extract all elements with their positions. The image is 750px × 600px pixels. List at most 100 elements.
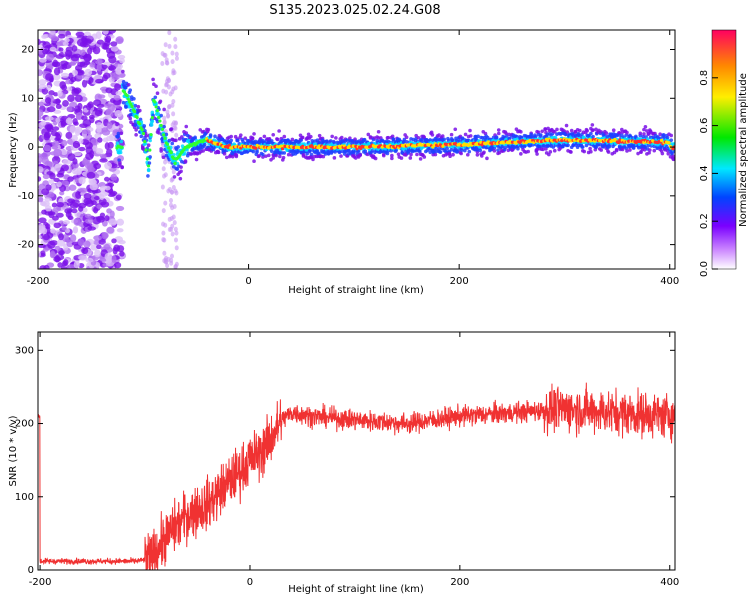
heatmap-cell: [51, 145, 59, 150]
heatmap-cell: [526, 149, 531, 154]
heatmap-cell: [128, 88, 133, 92]
heatmap-cell: [134, 128, 138, 132]
heatmap-cell: [83, 240, 91, 249]
snr-y-tick-label: 0: [28, 565, 34, 576]
heatmap-cell: [44, 97, 52, 104]
heatmap-cell: [161, 230, 166, 236]
heatmap-cell: [496, 128, 501, 132]
heatmap-cell: [78, 138, 84, 145]
heatmap-cell: [161, 208, 166, 214]
heatmap-cell: [51, 202, 57, 208]
heatmap-cell: [115, 122, 119, 127]
heatmap-cell: [165, 142, 170, 147]
heatmap-cell: [42, 48, 49, 55]
heatmap-cell: [636, 145, 641, 150]
heatmap-cell: [321, 154, 326, 159]
heatmap-cell: [138, 122, 142, 126]
heatmap-cell: [111, 75, 120, 81]
heatmap-cell: [282, 151, 287, 155]
heatmap-cell: [170, 122, 175, 128]
snr-y-tick-label: 300: [15, 345, 34, 356]
heatmap-cell: [606, 150, 611, 154]
chart-title: S135.2023.025.02.24.G08: [269, 3, 440, 18]
snr-x-tick-label: 200: [450, 577, 469, 588]
heatmap-cell: [251, 149, 256, 154]
heatmap-cell: [61, 225, 67, 231]
heatmap-cell: [409, 152, 413, 157]
heatmap-cell: [148, 155, 152, 159]
heatmap-cell: [38, 38, 41, 46]
heatmap-cell: [77, 238, 85, 247]
heatmap-cell: [101, 129, 111, 136]
heatmap-cell: [166, 84, 171, 90]
heatmap-cell: [301, 152, 306, 157]
heatmap-cell: [416, 135, 421, 140]
heatmap-cell: [326, 151, 331, 156]
heatmap-cell: [75, 190, 82, 199]
heatmap-cell: [175, 167, 180, 171]
heatmap-cell: [547, 152, 551, 157]
heatmap-cell: [129, 102, 133, 106]
heatmap-cell: [337, 150, 342, 154]
heatmap-cell: [182, 151, 187, 156]
heatmap-cell: [43, 131, 52, 139]
heatmap-cell: [68, 184, 77, 191]
colorbar-label: Normalized spectral amplitude: [738, 73, 749, 227]
heatmap-cell: [652, 148, 657, 153]
heatmap-cell: [38, 155, 43, 164]
heatmap-cell: [636, 151, 640, 156]
heatmap-cell: [169, 127, 174, 131]
heatmap-cell: [162, 115, 167, 121]
heatmap-cell: [50, 35, 60, 42]
heatmap-cell: [390, 156, 394, 161]
heatmap-cell: [46, 106, 56, 113]
heatmap-cell: [262, 134, 267, 139]
heatmap-cell: [38, 166, 44, 173]
heatmap-cell: [172, 175, 177, 179]
heatmap-cell: [206, 127, 211, 132]
heatmap-cell: [99, 153, 107, 159]
heatmap-cell: [44, 197, 52, 202]
heatmap-cell: [67, 264, 76, 269]
heatmap-panel: -200 0 200 400 -20 -10 0 10 20 Height of straig…: [8, 29, 679, 296]
heatmap-cell: [77, 61, 86, 67]
heatmap-cell: [227, 143, 232, 147]
heatmap-cell: [252, 132, 256, 136]
heatmap-cell: [646, 143, 651, 148]
heatmap-cell: [110, 41, 118, 47]
heatmap-cell: [55, 98, 61, 106]
heatmap-cell: [90, 200, 97, 206]
heatmap-cell: [75, 31, 85, 37]
heatmap-cell: [591, 128, 595, 132]
heatmap-cell: [58, 233, 64, 241]
heatmap-cell: [564, 123, 569, 128]
snr-y-tick-label: 100: [15, 492, 34, 503]
heatmap-cell: [589, 149, 593, 154]
heatmap-x-label: Height of straight line (km): [288, 285, 424, 296]
heatmap-cell: [157, 115, 161, 120]
heatmap-y-tick-label: 10: [21, 93, 34, 104]
heatmap-cell: [163, 172, 168, 178]
heatmap-cell: [616, 141, 621, 145]
heatmap-cell: [138, 108, 142, 113]
heatmap-cell: [111, 238, 117, 244]
heatmap-cell: [47, 64, 54, 70]
heatmap-cell: [274, 153, 278, 158]
heatmap-cell: [339, 154, 343, 158]
heatmap-cell: [164, 132, 169, 137]
heatmap-cell: [234, 153, 239, 157]
snr-frame: [37, 331, 676, 571]
heatmap-cell: [540, 129, 545, 134]
heatmap-cell: [213, 134, 217, 139]
heatmap-cell: [146, 164, 151, 168]
heatmap-cell: [56, 201, 65, 208]
heatmap-cell: [115, 66, 123, 75]
heatmap-cell: [516, 146, 520, 151]
heatmap-cell: [468, 128, 472, 133]
heatmap-cell: [69, 61, 77, 66]
heatmap-cell: [157, 131, 161, 135]
heatmap-cell: [96, 63, 102, 72]
heatmap-cell: [38, 115, 42, 121]
heatmap-cell: [366, 132, 371, 137]
